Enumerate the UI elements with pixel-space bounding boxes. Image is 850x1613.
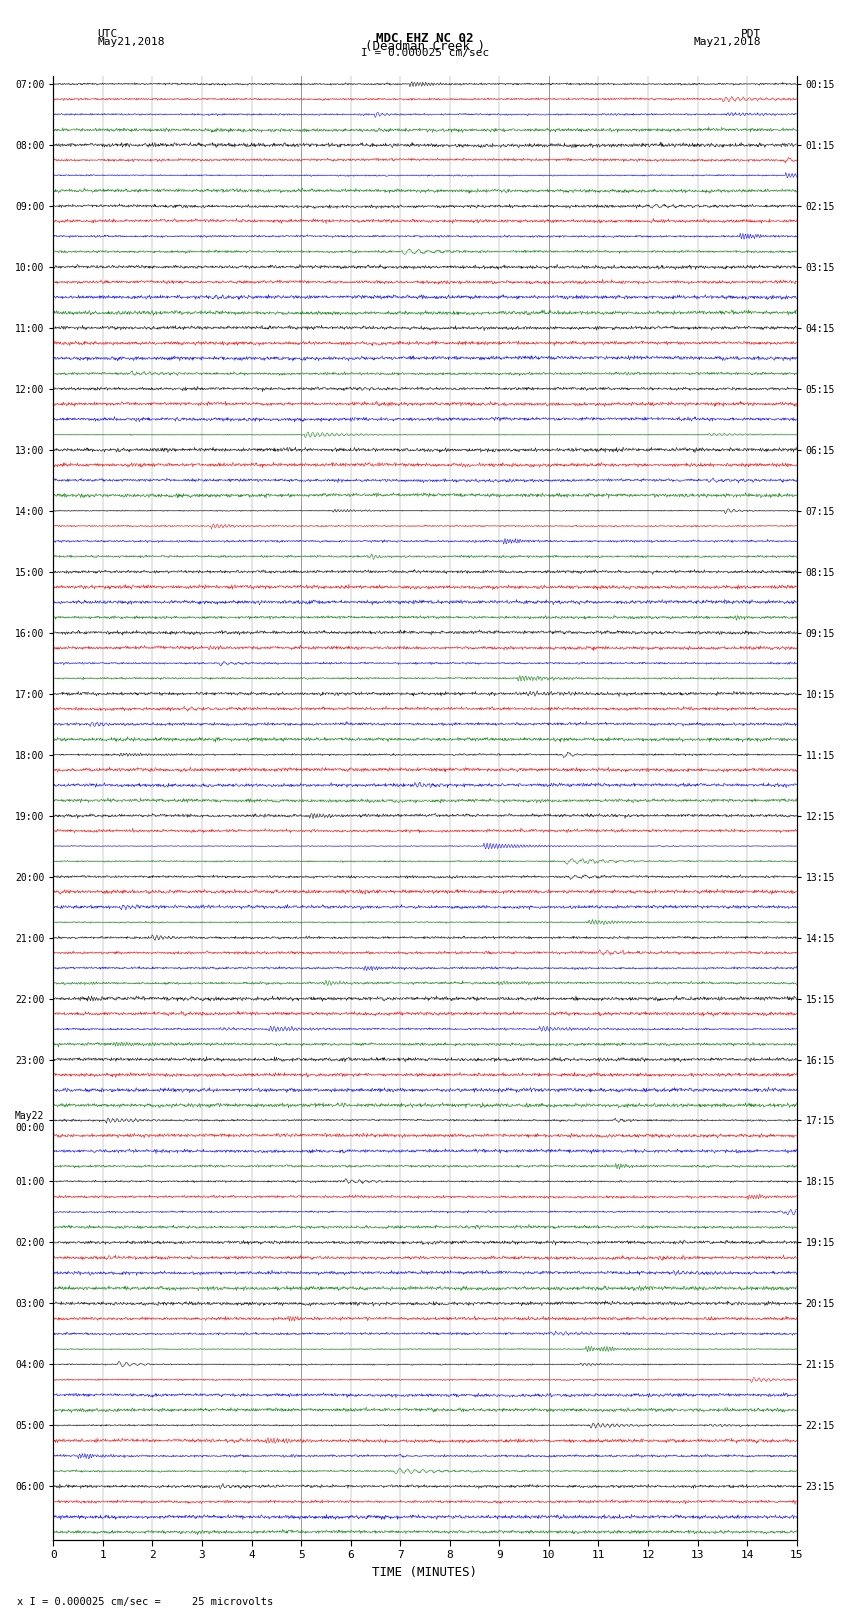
X-axis label: TIME (MINUTES): TIME (MINUTES) — [372, 1566, 478, 1579]
Text: MDC EHZ NC 02: MDC EHZ NC 02 — [377, 32, 473, 45]
Text: May21,2018: May21,2018 — [694, 37, 761, 47]
Text: May21,2018: May21,2018 — [98, 37, 165, 47]
Text: x I = 0.000025 cm/sec =     25 microvolts: x I = 0.000025 cm/sec = 25 microvolts — [17, 1597, 273, 1607]
Text: (Deadman Creek ): (Deadman Creek ) — [365, 40, 485, 53]
Text: PDT: PDT — [740, 29, 761, 39]
Text: UTC: UTC — [98, 29, 118, 39]
Text: I = 0.000025 cm/sec: I = 0.000025 cm/sec — [361, 48, 489, 58]
